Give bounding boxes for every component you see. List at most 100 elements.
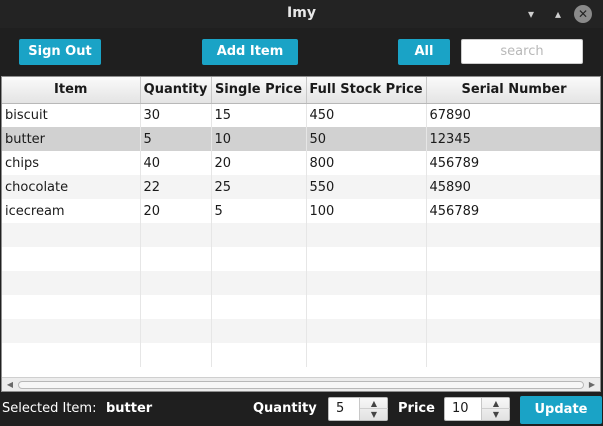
table-cell (140, 223, 212, 247)
quantity-stepper-buttons: ▲ ▼ (359, 398, 388, 420)
table-cell: 20 (140, 199, 212, 223)
table-cell: 12345 (426, 127, 600, 151)
scroll-right-icon[interactable]: ▶ (588, 380, 596, 389)
table-row[interactable] (2, 223, 600, 247)
table-cell (306, 319, 427, 343)
table-cell: 5 (211, 199, 307, 223)
table-cell: 550 (306, 175, 427, 199)
column-header[interactable]: Item (2, 77, 141, 104)
sign-out-button[interactable]: Sign Out (19, 39, 101, 65)
table-cell (2, 319, 141, 343)
table-cell (306, 271, 427, 295)
table-cell: 67890 (426, 103, 600, 127)
bottom-bar: Selected Item: butter Quantity 5 ▲ ▼ Pri… (0, 392, 603, 426)
increment-icon[interactable]: ▲ (360, 398, 388, 409)
table-cell: 20 (211, 151, 307, 175)
table-cell (140, 343, 212, 367)
table-cell (426, 271, 600, 295)
table-cell: 25 (211, 175, 307, 199)
table-cell: chocolate (2, 175, 141, 199)
table-cell: 30 (140, 103, 212, 127)
minimize-icon[interactable]: ▾ (527, 7, 535, 21)
close-icon[interactable]: ✕ (574, 5, 592, 23)
table-cell (2, 271, 141, 295)
quantity-stepper[interactable]: 5 ▲ ▼ (328, 397, 388, 421)
update-button[interactable]: Update (520, 396, 602, 424)
selected-item-label: Selected Item: (2, 401, 97, 416)
price-stepper[interactable]: 10 ▲ ▼ (444, 397, 510, 421)
table-cell: 5 (140, 127, 212, 151)
table-cell: 45890 (426, 175, 600, 199)
table-cell (2, 343, 141, 367)
price-label: Price (398, 401, 435, 416)
window-title: Imy (287, 5, 316, 21)
inventory-table[interactable]: Item Quantity Single Price Full Stock Price… (1, 76, 601, 392)
table-row[interactable] (2, 247, 600, 271)
selected-item-value: butter (106, 401, 153, 416)
table-cell (306, 343, 427, 367)
table-cell (2, 247, 141, 271)
table-cell (140, 295, 212, 319)
search-input[interactable] (461, 39, 583, 64)
table-cell: 22 (140, 175, 212, 199)
table-row[interactable]: biscuit 30 15 450 67890 (2, 103, 600, 127)
table-header-row: Item Quantity Single Price Full Stock Price… (2, 77, 600, 104)
table-cell (211, 319, 307, 343)
table-cell: chips (2, 151, 141, 175)
table-cell: 50 (306, 127, 427, 151)
table-cell (211, 223, 307, 247)
table-cell (211, 295, 307, 319)
table-cell (140, 319, 212, 343)
table-cell (306, 223, 427, 247)
table-cell: biscuit (2, 103, 141, 127)
table-cell (211, 271, 307, 295)
add-item-button[interactable]: Add Item (202, 39, 298, 65)
table-row[interactable] (2, 295, 600, 319)
table-cell (140, 247, 212, 271)
column-header[interactable]: Quantity (140, 77, 212, 104)
table-row[interactable] (2, 319, 600, 343)
table-cell: 456789 (426, 199, 600, 223)
table-cell (211, 247, 307, 271)
table-cell: 15 (211, 103, 307, 127)
table-cell: 800 (306, 151, 427, 175)
increment-icon[interactable]: ▲ (482, 398, 510, 409)
table-cell (2, 295, 141, 319)
table-cell: butter (2, 127, 141, 151)
table-cell: 100 (306, 199, 427, 223)
column-header[interactable]: Full Stock Price (306, 77, 427, 104)
quantity-label: Quantity (253, 401, 317, 416)
toolbar: Sign Out Add Item All (0, 28, 603, 75)
table-cell (140, 271, 212, 295)
table-row[interactable]: butter 5 10 50 12345 (2, 127, 600, 151)
table-cell: icecream (2, 199, 141, 223)
table-cell (426, 247, 600, 271)
table-cell (426, 319, 600, 343)
scroll-left-icon[interactable]: ◀ (6, 380, 14, 389)
table-cell: 450 (306, 103, 427, 127)
column-header[interactable]: Serial Number (426, 77, 600, 104)
decrement-icon[interactable]: ▼ (492, 410, 500, 419)
quantity-value[interactable]: 5 (336, 401, 345, 416)
table-row[interactable] (2, 343, 600, 367)
table-row[interactable]: chips 40 20 800 456789 (2, 151, 600, 175)
table-cell (306, 247, 427, 271)
price-value[interactable]: 10 (452, 401, 469, 416)
table-row[interactable]: icecream 20 5 100 456789 (2, 199, 600, 223)
table-row[interactable] (2, 271, 600, 295)
table-cell (211, 343, 307, 367)
table-cell (426, 223, 600, 247)
decrement-icon[interactable]: ▼ (370, 410, 378, 419)
table-row[interactable]: chocolate 22 25 550 45890 (2, 175, 600, 199)
column-header[interactable]: Single Price (211, 77, 307, 104)
table-cell (306, 295, 427, 319)
price-stepper-buttons: ▲ ▼ (481, 398, 510, 420)
show-all-button[interactable]: All (398, 39, 450, 65)
scrollbar-thumb[interactable] (18, 381, 584, 389)
table-cell (426, 295, 600, 319)
horizontal-scrollbar[interactable]: ◀ ▶ (2, 377, 600, 391)
title-bar: Imy ▾ ▴ ✕ (0, 0, 603, 28)
table-cell: 40 (140, 151, 212, 175)
maximize-icon[interactable]: ▴ (554, 7, 562, 21)
table-cell (2, 223, 141, 247)
